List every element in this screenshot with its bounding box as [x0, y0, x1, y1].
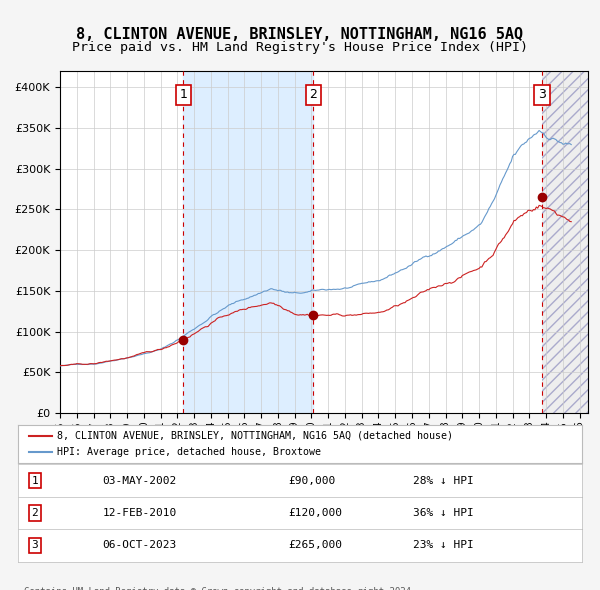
Bar	[542, 71, 588, 413]
Text: 03-MAY-2002: 03-MAY-2002	[103, 476, 177, 486]
Text: 1: 1	[32, 476, 38, 486]
Bar	[542, 71, 588, 413]
Text: 8, CLINTON AVENUE, BRINSLEY, NOTTINGHAM, NG16 5AQ (detached house): 8, CLINTON AVENUE, BRINSLEY, NOTTINGHAM,…	[58, 431, 454, 441]
Text: 36% ↓ HPI: 36% ↓ HPI	[413, 508, 473, 518]
Text: 8, CLINTON AVENUE, BRINSLEY, NOTTINGHAM, NG16 5AQ: 8, CLINTON AVENUE, BRINSLEY, NOTTINGHAM,…	[76, 27, 524, 41]
Text: £90,000: £90,000	[289, 476, 336, 486]
Text: 1: 1	[179, 88, 187, 101]
Text: £120,000: £120,000	[289, 508, 343, 518]
Text: 3: 3	[32, 540, 38, 550]
Text: 3: 3	[538, 88, 546, 101]
Text: 12-FEB-2010: 12-FEB-2010	[103, 508, 177, 518]
Text: 23% ↓ HPI: 23% ↓ HPI	[413, 540, 473, 550]
Text: 06-OCT-2023: 06-OCT-2023	[103, 540, 177, 550]
Text: Price paid vs. HM Land Registry's House Price Index (HPI): Price paid vs. HM Land Registry's House …	[72, 41, 528, 54]
Text: 2: 2	[310, 88, 317, 101]
Bar	[183, 71, 313, 413]
Text: 2: 2	[32, 508, 38, 518]
Text: 28% ↓ HPI: 28% ↓ HPI	[413, 476, 473, 486]
Text: Contains HM Land Registry data © Crown copyright and database right 2024.
This d: Contains HM Land Registry data © Crown c…	[24, 587, 416, 590]
Text: £265,000: £265,000	[289, 540, 343, 550]
Text: HPI: Average price, detached house, Broxtowe: HPI: Average price, detached house, Brox…	[58, 447, 322, 457]
